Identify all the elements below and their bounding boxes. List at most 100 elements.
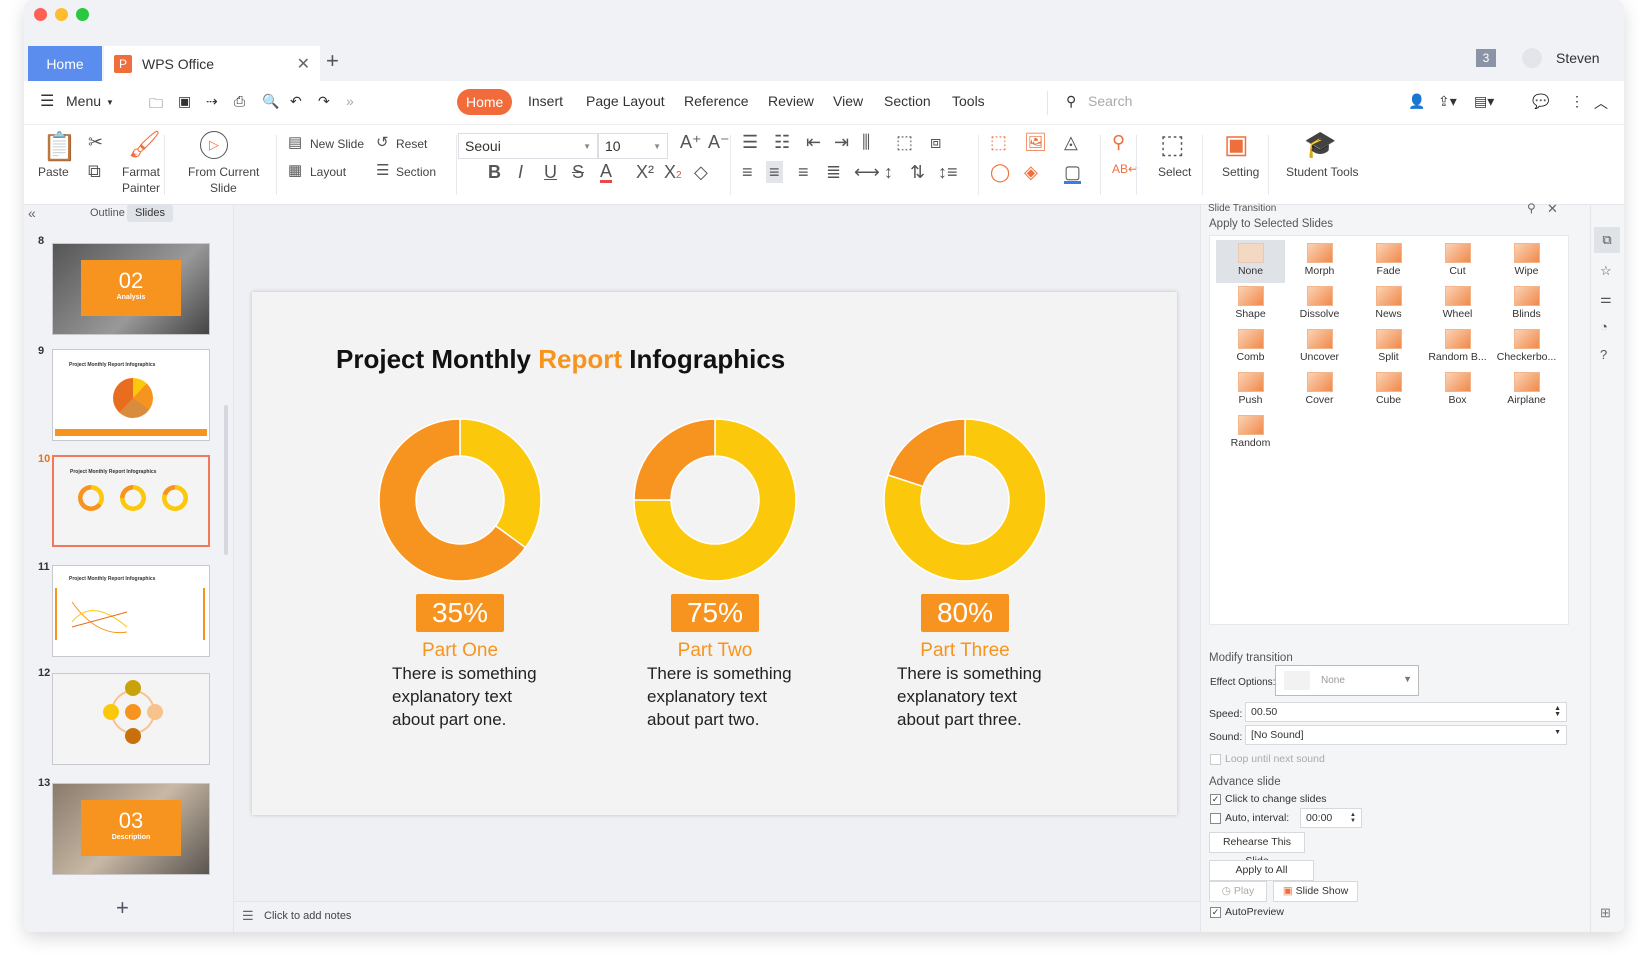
paste-button[interactable]: Paste xyxy=(38,165,69,179)
share-icon[interactable]: ⇪▾ xyxy=(1438,93,1457,109)
textbox-icon[interactable]: ⬚ xyxy=(990,132,1008,152)
text-direction-icon[interactable]: ⫼ xyxy=(862,132,871,152)
align-left-icon[interactable]: ≡ xyxy=(742,162,753,182)
select-button[interactable]: Select xyxy=(1158,165,1192,179)
spinner-icon[interactable]: ▲ ▼ xyxy=(1554,705,1561,718)
autopreview-checkbox[interactable]: ✓ xyxy=(1210,907,1221,918)
tab-tools[interactable]: Tools xyxy=(952,93,985,109)
find-icon[interactable]: ⚲ xyxy=(1112,132,1126,152)
collapse-panel-icon[interactable]: « xyxy=(28,205,36,221)
transition-push[interactable]: Push xyxy=(1216,369,1285,412)
slide-thumbnail-10[interactable]: Project Monthly Report Infographics xyxy=(52,455,210,547)
window-count-badge[interactable]: 3 xyxy=(1476,49,1496,67)
history-icon[interactable]: ◔ xyxy=(1600,319,1608,334)
clear-format-icon[interactable]: ◇ xyxy=(694,162,708,182)
document-tab[interactable]: P WPS Office ✕ xyxy=(104,46,320,81)
interval-input[interactable]: 00:00 ▲ ▼ xyxy=(1300,808,1362,828)
sound-select[interactable]: [No Sound] ▼ xyxy=(1245,725,1567,745)
new-slide-button[interactable]: New Slide xyxy=(310,137,365,151)
copy-icon[interactable]: ⧉ xyxy=(88,161,101,181)
grid-icon[interactable]: ⊞ xyxy=(1600,905,1611,920)
minimize-window-button[interactable] xyxy=(55,8,68,21)
tab-review[interactable]: Review xyxy=(768,93,814,109)
font-name-select[interactable]: Seoui ▼ xyxy=(458,133,598,159)
format-painter-button[interactable]: Farmat xyxy=(122,165,161,179)
home-tab[interactable]: Home xyxy=(28,46,102,81)
paste-icon[interactable]: 📋 xyxy=(42,131,77,162)
menu-button[interactable]: Menu xyxy=(66,93,102,109)
font-color-icon[interactable]: A xyxy=(600,161,613,183)
justify-icon[interactable]: ≣ xyxy=(826,162,842,182)
arrange-icon[interactable]: ◈ xyxy=(1024,162,1038,182)
tab-section[interactable]: Section xyxy=(884,93,931,109)
layout-button[interactable]: Layout xyxy=(310,165,347,179)
notes-placeholder[interactable]: Click to add notes xyxy=(264,910,352,922)
slide-thumbnail-8[interactable]: 02 Analysis xyxy=(52,243,210,335)
user-name[interactable]: Steven xyxy=(1556,50,1600,66)
more-icon[interactable]: » xyxy=(346,93,354,109)
picture-icon[interactable]: 🖼 xyxy=(1024,132,1047,152)
transition-cover[interactable]: Cover xyxy=(1285,369,1354,412)
animation-icon[interactable]: ☆ xyxy=(1600,263,1612,278)
template-icon[interactable]: ▤▾ xyxy=(1474,93,1495,109)
indent-icon[interactable]: ⇥ xyxy=(834,132,850,152)
transition-uncover[interactable]: Uncover xyxy=(1285,326,1354,369)
tab-view[interactable]: View xyxy=(833,93,864,109)
cut-icon[interactable]: ✂ xyxy=(88,132,104,152)
select-icon[interactable]: ⬚ xyxy=(1160,129,1185,159)
slide-show-button[interactable]: ▣ Slide Show xyxy=(1273,881,1358,902)
numbering-icon[interactable]: ☷ xyxy=(774,132,791,152)
print-preview-icon[interactable]: 🔍 xyxy=(262,93,280,109)
underline-icon[interactable]: U xyxy=(544,162,557,182)
loop-checkbox[interactable] xyxy=(1210,754,1221,765)
tab-insert[interactable]: Insert xyxy=(528,93,564,109)
click-to-change-checkbox[interactable]: ✓ xyxy=(1210,794,1221,805)
more-options-icon[interactable]: ⋮ xyxy=(1570,93,1584,109)
auto-interval-checkbox[interactable] xyxy=(1210,813,1221,824)
line-spacing-icon[interactable]: ↕ xyxy=(884,162,893,182)
transition-checkerbo[interactable]: Checkerbo... xyxy=(1492,326,1561,369)
transition-box[interactable]: Box xyxy=(1423,369,1492,412)
columns-icon[interactable]: ⧈ xyxy=(930,132,942,152)
slide-thumbnail-12[interactable] xyxy=(52,673,210,765)
superscript-icon[interactable]: X² xyxy=(636,162,654,182)
student-tools-button[interactable]: Student Tools xyxy=(1286,165,1359,179)
font-size-select[interactable]: 10 ▼ xyxy=(598,133,668,159)
add-slide-button[interactable]: + xyxy=(116,895,129,920)
transition-blinds[interactable]: Blinds xyxy=(1492,283,1561,326)
spinner-icon[interactable]: ▲ ▼ xyxy=(1350,812,1356,824)
pin-icon[interactable]: ⚲ xyxy=(1527,201,1536,215)
transition-wipe[interactable]: Wipe xyxy=(1492,240,1561,283)
align-right-icon[interactable]: ≡ xyxy=(798,162,809,182)
subscript-icon[interactable]: X2 xyxy=(664,162,682,182)
save-icon[interactable]: ▣ xyxy=(178,93,192,109)
decrease-font-icon[interactable]: A⁻ xyxy=(708,132,730,152)
distribute-icon[interactable]: ⟷ xyxy=(854,162,880,182)
speed-input[interactable]: 00.50 ▲ ▼ xyxy=(1245,702,1567,722)
export-icon[interactable]: ⇢ xyxy=(206,93,218,109)
hamburger-icon[interactable]: ☰ xyxy=(40,93,55,110)
spacing-options-icon[interactable]: ↕≡ xyxy=(938,162,958,182)
align-center-icon[interactable]: ≡ xyxy=(766,161,783,183)
new-tab-button[interactable]: + xyxy=(326,48,339,73)
strikethrough-icon[interactable]: S xyxy=(572,162,585,182)
slide-canvas[interactable]: Project Monthly Report Infographics 35% P… xyxy=(252,292,1177,815)
play-icon[interactable]: ▷ xyxy=(200,131,228,159)
outdent-icon[interactable]: ⇤ xyxy=(806,132,822,152)
tab-slides[interactable]: Slides xyxy=(127,204,173,222)
print-icon[interactable]: ⎙ xyxy=(234,93,246,109)
collapse-ribbon-icon[interactable]: ︿ xyxy=(1594,95,1608,111)
notes-bar[interactable]: ☰ Click to add notes xyxy=(234,901,1224,932)
paragraph-spacing-icon[interactable]: ⇅ xyxy=(910,162,926,182)
align-text-icon[interactable]: ⬚ xyxy=(896,132,914,152)
open-icon[interactable]: 🗀 xyxy=(149,95,163,111)
close-panel-icon[interactable]: ✕ xyxy=(1547,201,1558,216)
help-icon[interactable]: ? xyxy=(1600,347,1608,362)
fill-icon[interactable]: ◬ xyxy=(1064,132,1078,152)
transition-icon[interactable]: ⧉ xyxy=(1594,227,1620,253)
avatar[interactable] xyxy=(1522,48,1542,68)
slide-thumbnail-9[interactable]: Project Monthly Report Infographics xyxy=(52,349,210,441)
transition-none[interactable]: None xyxy=(1216,240,1285,283)
close-window-button[interactable] xyxy=(34,8,47,21)
outline-icon[interactable]: ▢ xyxy=(1064,162,1082,184)
